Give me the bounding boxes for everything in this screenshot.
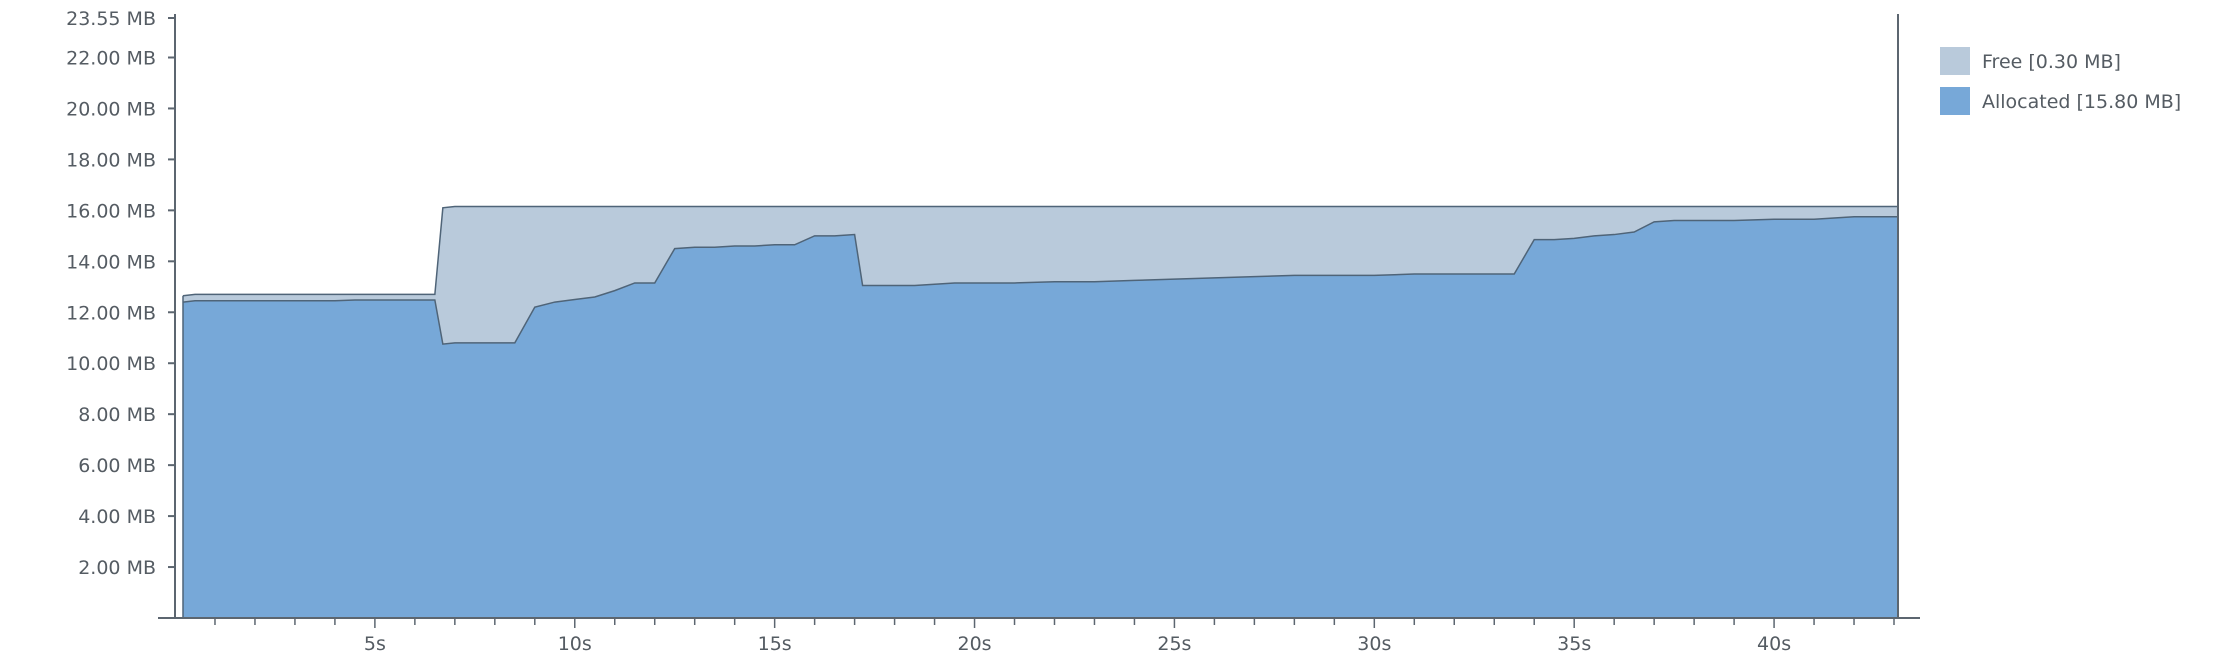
- y-tick-label: 6.00 MB: [78, 455, 156, 477]
- x-tick-label: 35s: [1557, 633, 1591, 655]
- x-tick-label: 15s: [758, 633, 792, 655]
- x-tick-label: 10s: [558, 633, 592, 655]
- y-tick-label: 10.00 MB: [66, 353, 156, 375]
- y-tick-label: 23.55 MB: [66, 8, 156, 30]
- x-tick-label: 5s: [364, 633, 386, 655]
- y-tick-label: 16.00 MB: [66, 200, 156, 222]
- y-tick-label: 20.00 MB: [66, 98, 156, 120]
- y-tick-label: 18.00 MB: [66, 149, 156, 171]
- legend-label: Allocated [15.80 MB]: [1982, 91, 2181, 113]
- y-axis: 2.00 MB 4.00 MB 6.00 MB 8.00 MB 10.00 MB 12.0…: [66, 8, 176, 618]
- y-tick-label: 2.00 MB: [78, 557, 156, 579]
- x-tick-label: 30s: [1357, 633, 1391, 655]
- free-series-line: [182, 205, 1898, 297]
- legend-swatch: [1940, 47, 1970, 75]
- plot-area: [182, 14, 1899, 618]
- y-tick-label: 8.00 MB: [78, 404, 156, 426]
- free-area: [183, 206, 1898, 345]
- x-axis: 5s 10s 15s 20s 25s 30s 35s 40s: [158, 617, 1920, 655]
- y-tick-label: 22.00 MB: [66, 47, 156, 69]
- legend-label: Free [0.30 MB]: [1982, 51, 2121, 73]
- allocated-area: [183, 216, 1898, 618]
- y-tick-label: 14.00 MB: [66, 251, 156, 273]
- y-tick-label: 4.00 MB: [78, 506, 156, 528]
- x-tick-label: 20s: [957, 633, 991, 655]
- x-tick-label: 25s: [1157, 633, 1191, 655]
- allocated-series-line: [182, 215, 1898, 345]
- legend: Free [0.30 MB] Allocated [15.80 MB]: [1940, 47, 2181, 115]
- x-tick-label: 40s: [1757, 633, 1791, 655]
- y-tick-label: 12.00 MB: [66, 302, 156, 324]
- legend-swatch: [1940, 87, 1970, 115]
